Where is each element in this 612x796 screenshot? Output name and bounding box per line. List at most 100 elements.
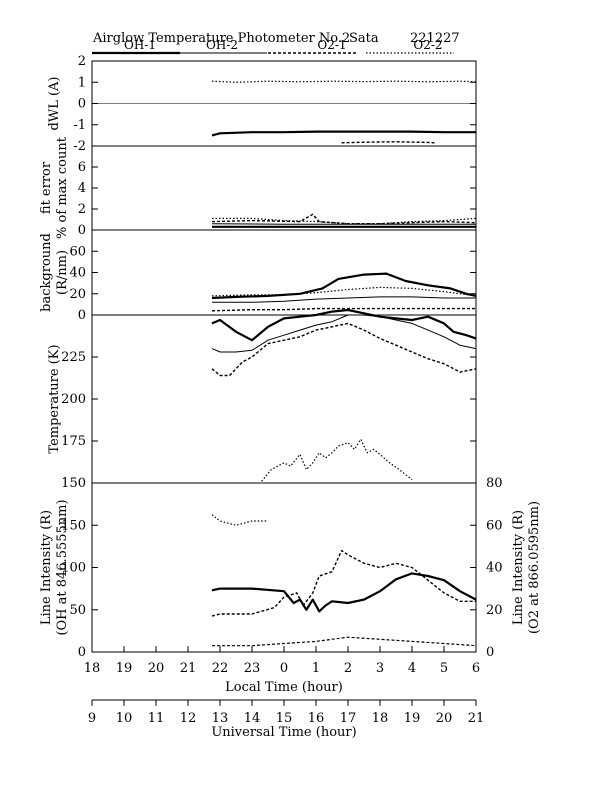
series-intensity-o2-1-low	[212, 636, 477, 647]
ytick-label-dwl: 0	[78, 97, 86, 112]
panel-frame-intensity	[91, 482, 477, 653]
series-temperature-oh-2	[211, 314, 477, 353]
ylabel-temperature: Temperature (K)	[47, 344, 62, 453]
panel-background: 60 40 20 0 background (R/nm)	[39, 229, 477, 323]
ut-tick-label: 11	[148, 711, 165, 726]
lt-tick-label: 4	[408, 661, 416, 676]
ylabel-right: Line Intensity (R)	[511, 510, 526, 625]
ylabel2-intensity: (OH at 846.5555nm)	[55, 499, 70, 635]
ut-tick-label: 18	[372, 711, 389, 726]
panel-frame-background	[91, 229, 477, 316]
ytick-label-fit-error: 0	[78, 223, 86, 238]
ytick-label-temperature: 200	[61, 392, 86, 407]
ut-tick-label: 20	[436, 711, 453, 726]
ut-tick-label: 9	[88, 711, 96, 726]
ytick-right-label: 60	[486, 518, 503, 533]
lt-tick-label: 22	[212, 661, 229, 676]
ylabel2-fit-error: % of max count	[55, 136, 70, 239]
ytick-label-fit-error: 2	[78, 202, 86, 217]
lt-tick-label: 6	[472, 661, 480, 676]
ut-tick-label: 10	[116, 711, 133, 726]
ut-tick-label: 12	[180, 711, 197, 726]
series-intensity-oh-1	[211, 572, 477, 613]
ytick-label-intensity: 100	[61, 561, 86, 576]
ytick-label-fit-error: 4	[78, 181, 86, 196]
series-dwl-oh-1	[211, 130, 476, 137]
series-background-o2-2	[211, 286, 477, 297]
ut-tick-label: 17	[340, 711, 357, 726]
panel-frame-fit-error	[91, 145, 477, 231]
ylabel2-background: (R/nm)	[55, 250, 70, 295]
series-intensity-o2-2	[211, 514, 268, 526]
panel-fit-error: 6 4 2 0 fit error% of max count	[39, 136, 477, 239]
ut-tick-label: 14	[244, 711, 261, 726]
ytick-right-label: 40	[486, 561, 503, 576]
series-dwl-o2-2	[211, 80, 477, 83]
ytick-label-dwl: 2	[78, 54, 86, 69]
lt-tick-label: 1	[312, 661, 320, 676]
lt-tick-label: 2	[344, 661, 352, 676]
lt-tick-label: 23	[244, 661, 261, 676]
ytick-label-intensity: 150	[61, 518, 86, 533]
chart-site: Sata	[349, 31, 379, 46]
series-background-o2-1	[211, 307, 476, 312]
ytick-label-temperature: 175	[61, 434, 86, 449]
ytick-label-dwl: 1	[78, 75, 86, 90]
series-temperature-o2-1	[211, 322, 477, 377]
legend-label-oh-1: OH-1	[124, 38, 156, 52]
lt-axis-label: Local Time (hour)	[225, 680, 343, 695]
lt-tick-label: 20	[148, 661, 165, 676]
series-dwl-o2-1	[341, 141, 435, 144]
ut-tick-label: 15	[276, 711, 293, 726]
legend-label-oh-2: OH-2	[206, 38, 238, 52]
ytick-label-temperature: 150	[61, 476, 86, 491]
ytick-label-intensity: 50	[69, 603, 86, 618]
legend-label-o2-2: O2-2	[413, 38, 442, 52]
ytick-right-label: 20	[486, 603, 503, 618]
ylabel-intensity: Line Intensity (R)	[39, 510, 54, 625]
lt-tick-label: 3	[376, 661, 384, 676]
ut-tick-label: 13	[212, 711, 229, 726]
series-fit-error-oh-2	[211, 223, 476, 225]
ytick-label-intensity: 0	[78, 645, 86, 660]
panel-temperature: 225 200 175 150 Temperature (K)	[47, 308, 477, 491]
ytick-label-dwl: -1	[73, 118, 86, 133]
ylabel-dwl: dWL (A)	[47, 77, 62, 131]
ylabel-background: background	[39, 233, 54, 312]
ytick-label-dwl: -2	[73, 139, 86, 154]
ytick-label-background: 40	[69, 266, 86, 281]
ytick-label-background: 0	[78, 308, 86, 323]
title-group: Airglow Temperature Photometer No.2 Sata…	[92, 31, 460, 46]
series-background-oh-1	[211, 272, 477, 300]
ytick-right-label: 80	[486, 476, 503, 491]
series-fit-error-o2-2	[212, 217, 477, 225]
lt-tick-label: 19	[116, 661, 133, 676]
chart-title: Airglow Temperature Photometer No.2	[92, 31, 350, 46]
ytick-label-fit-error: 6	[78, 160, 86, 175]
ut-axis-label: Universal Time (hour)	[211, 725, 356, 740]
panel-dwl: 2 1 0 -1 -2 dWL (A)	[47, 54, 477, 154]
ylabel-right2: (O2 at 866.0595nm)	[527, 501, 542, 634]
ytick-label-background: 60	[69, 244, 86, 259]
series-background-oh-2	[212, 296, 476, 303]
ut-tick-label: 19	[404, 711, 421, 726]
ylabel-fit-error: fit error	[39, 161, 54, 214]
series-fit-error-o2-1	[211, 213, 477, 225]
ut-tick-label: 21	[468, 711, 485, 726]
series-temperature-oh-1	[211, 308, 477, 342]
lt-tick-label: 18	[84, 661, 101, 676]
ytick-label-temperature: 225	[61, 350, 86, 365]
lt-tick-label: 21	[180, 661, 197, 676]
legend-label-o2-1: O2-1	[317, 38, 346, 52]
lt-tick-label: 5	[440, 661, 448, 676]
chart-date: 221227	[410, 31, 460, 46]
ut-tick-label: 16	[308, 711, 325, 726]
ytick-label-background: 20	[69, 287, 86, 302]
legend: OH-1 OH-2 O2-1 O2-2	[92, 38, 454, 55]
series-intensity-o2-1	[211, 549, 476, 617]
